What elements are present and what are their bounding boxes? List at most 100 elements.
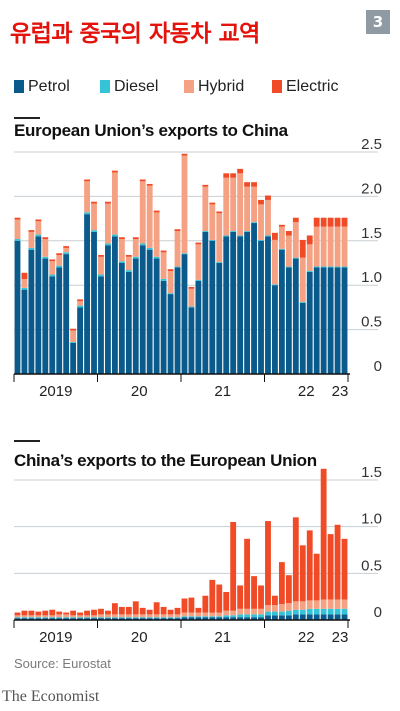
bar-petrol xyxy=(146,249,153,374)
bar-petrol xyxy=(132,258,139,374)
bar-electric xyxy=(49,609,56,616)
bar-electric xyxy=(98,255,104,257)
bar-hybrid xyxy=(77,301,84,306)
bar-petrol xyxy=(77,307,84,374)
bar-hybrid xyxy=(244,186,251,232)
source-note: Source: Eurostat xyxy=(14,656,111,671)
bar-diesel xyxy=(341,608,348,615)
bar-diesel xyxy=(292,609,299,615)
bar-petrol xyxy=(28,618,35,620)
bar-electric xyxy=(272,595,278,606)
bar-electric xyxy=(265,521,271,606)
bar-petrol xyxy=(292,614,299,620)
y-tick-label: 0.5 xyxy=(361,314,382,331)
bar-petrol xyxy=(334,267,341,374)
bar-petrol xyxy=(209,240,216,374)
x-tick-label: 21 xyxy=(214,383,231,400)
bar-hybrid xyxy=(167,614,174,618)
bar-electric xyxy=(91,609,97,616)
bar-electric xyxy=(132,237,139,240)
bar-hybrid xyxy=(237,173,244,236)
x-tick-label: 23 xyxy=(332,629,349,646)
bar-electric xyxy=(216,211,223,214)
bar-hybrid xyxy=(306,600,313,609)
bar-hybrid xyxy=(313,600,320,609)
bar-diesel xyxy=(105,617,111,619)
bar-electric xyxy=(341,217,348,227)
bar-petrol xyxy=(111,618,118,620)
bar-diesel xyxy=(63,617,70,619)
bar-diesel xyxy=(341,266,348,268)
bar-electric xyxy=(223,173,230,178)
bar-diesel xyxy=(98,274,104,277)
bar-diesel xyxy=(188,306,195,308)
bar-petrol xyxy=(195,617,202,620)
bar-petrol xyxy=(258,240,264,374)
bar-petrol xyxy=(258,617,264,620)
bar-diesel xyxy=(118,261,125,263)
bar-electric xyxy=(125,255,132,257)
legend-swatch-hybrid xyxy=(184,80,194,93)
bar-hybrid xyxy=(132,239,139,257)
bar-petrol xyxy=(118,263,125,374)
bar-petrol xyxy=(63,618,70,620)
bar-electric xyxy=(35,611,42,616)
bar-hybrid xyxy=(320,226,327,267)
bar-electric xyxy=(28,230,35,232)
bar-electric xyxy=(285,231,292,236)
bar-diesel xyxy=(251,614,257,618)
bar-electric xyxy=(174,229,181,232)
bar-electric xyxy=(111,603,118,615)
y-tick-label: 1.0 xyxy=(361,511,382,528)
bar-petrol xyxy=(272,615,278,620)
bar-electric xyxy=(77,299,84,302)
bar-hybrid xyxy=(91,615,97,618)
bar-petrol xyxy=(278,249,285,374)
bar-petrol xyxy=(70,342,77,374)
bar-petrol xyxy=(306,271,313,374)
bar-petrol xyxy=(265,615,271,620)
bar-petrol xyxy=(14,240,21,374)
bar-diesel xyxy=(91,617,97,619)
y-tick-label: 1.5 xyxy=(361,464,382,481)
bar-petrol xyxy=(35,618,42,620)
bar-petrol xyxy=(195,280,202,374)
bar-petrol xyxy=(237,236,244,374)
bar-diesel xyxy=(139,243,146,246)
bar-petrol xyxy=(98,276,104,374)
bar-hybrid xyxy=(209,204,216,240)
bar-electric xyxy=(237,168,244,174)
bar-diesel xyxy=(299,302,306,303)
bar-electric xyxy=(202,595,209,613)
bar-hybrid xyxy=(49,261,56,275)
bar-hybrid xyxy=(237,608,244,615)
y-tick-label: 0 xyxy=(374,604,382,621)
bar-petrol xyxy=(306,614,313,620)
bar-petrol xyxy=(160,280,167,374)
bar-petrol xyxy=(49,618,56,620)
bar-diesel xyxy=(181,253,188,255)
bar-electric xyxy=(278,562,285,605)
y-tick-label: 2.5 xyxy=(361,136,382,153)
bar-diesel xyxy=(306,608,313,615)
bar-diesel xyxy=(313,266,320,268)
bar-petrol xyxy=(341,614,348,620)
bar-petrol xyxy=(216,263,223,374)
bar-electric xyxy=(125,606,132,615)
bar-electric xyxy=(334,524,341,600)
bar-electric xyxy=(181,598,188,613)
x-tick-label: 22 xyxy=(298,383,315,400)
bar-petrol xyxy=(320,614,327,620)
bar-diesel xyxy=(320,608,327,615)
bar-hybrid xyxy=(244,608,251,615)
bar-electric xyxy=(209,579,216,613)
bar-petrol xyxy=(181,254,188,374)
bar-petrol xyxy=(299,614,306,620)
bar-diesel xyxy=(292,257,299,259)
bar-petrol xyxy=(251,617,257,620)
bar-petrol xyxy=(98,618,104,620)
x-tick-label: 2019 xyxy=(39,383,72,400)
bar-hybrid xyxy=(223,610,230,616)
y-tick-label: 0 xyxy=(374,358,382,375)
bar-petrol xyxy=(188,307,195,374)
